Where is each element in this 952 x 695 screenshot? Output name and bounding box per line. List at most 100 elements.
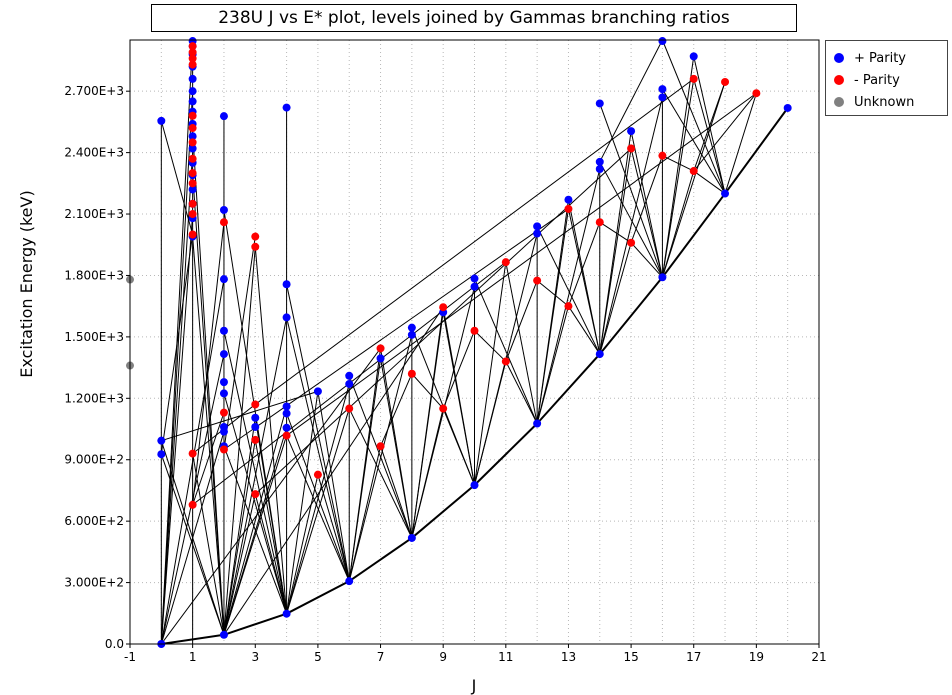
positive-parity-point bbox=[721, 189, 730, 198]
gamma-transition-line bbox=[661, 81, 726, 278]
gamma-transition-line bbox=[693, 56, 726, 194]
yrast-band-line bbox=[661, 192, 726, 278]
positive-parity-point bbox=[533, 229, 542, 238]
plot-frame bbox=[129, 39, 820, 645]
gamma-transition-line bbox=[254, 439, 288, 614]
negative-parity-point bbox=[627, 238, 636, 247]
legend-marker-unknown bbox=[834, 97, 844, 107]
negative-parity-point bbox=[470, 326, 479, 335]
y-tick-label: 2.100E+3 bbox=[64, 207, 124, 221]
x-tick-label: 13 bbox=[561, 650, 576, 664]
gamma-transition-line bbox=[348, 334, 413, 582]
negative-parity-point bbox=[345, 404, 354, 413]
y-tick-label: 1.500E+3 bbox=[64, 330, 124, 344]
positive-parity-point bbox=[188, 132, 197, 141]
gamma-transition-line bbox=[630, 148, 663, 278]
gamma-transition-line bbox=[254, 246, 288, 614]
y-tick-label: 1.800E+3 bbox=[64, 268, 124, 282]
positive-parity-point bbox=[564, 195, 573, 204]
transition-lines bbox=[160, 39, 789, 645]
gamma-transition-line bbox=[192, 453, 225, 635]
negative-parity-point bbox=[564, 204, 573, 213]
negative-parity-point bbox=[188, 199, 197, 208]
gamma-transition-line bbox=[536, 280, 569, 307]
gamma-transition-line bbox=[160, 353, 225, 645]
gamma-transition-line bbox=[661, 78, 695, 278]
negative-parity-point bbox=[251, 435, 260, 444]
negative-parity-point bbox=[501, 357, 510, 366]
yrast-band-line bbox=[473, 422, 538, 486]
gamma-transition-line bbox=[599, 39, 663, 163]
legend-label-unknown: Unknown bbox=[854, 94, 915, 110]
positive-parity-point bbox=[595, 99, 604, 108]
y-tick-label: 0.0 bbox=[105, 637, 124, 651]
gamma-transition-line bbox=[536, 208, 569, 424]
gamma-transition-line bbox=[630, 155, 663, 243]
negative-parity-point bbox=[188, 124, 197, 133]
negative-parity-point bbox=[188, 42, 197, 51]
yrast-band-line bbox=[598, 276, 664, 355]
positive-parity-point bbox=[345, 371, 354, 380]
gamma-transition-line bbox=[536, 168, 601, 424]
positive-parity-point bbox=[407, 323, 416, 332]
positive-parity-point bbox=[282, 609, 291, 618]
negative-parity-point bbox=[188, 54, 197, 63]
negative-parity-point bbox=[188, 500, 197, 509]
positive-parity-point bbox=[188, 87, 197, 96]
negative-parity-point bbox=[188, 179, 197, 188]
yrast-band-line bbox=[348, 537, 413, 582]
gamma-transition-line bbox=[411, 307, 444, 539]
negative-parity-point bbox=[627, 144, 636, 153]
positive-parity-point bbox=[282, 409, 291, 418]
positive-parity-point bbox=[219, 326, 228, 335]
gamma-transition-line bbox=[411, 373, 444, 409]
negative-parity-point bbox=[376, 442, 385, 451]
legend-item-positive: + Parity bbox=[834, 47, 947, 69]
x-axis-label: J bbox=[471, 676, 477, 695]
legend-item-negative: - Parity bbox=[834, 69, 947, 91]
yrast-band-line bbox=[536, 353, 601, 425]
gamma-transition-line bbox=[160, 152, 194, 645]
positive-parity-point bbox=[157, 116, 166, 125]
gamma-transition-line bbox=[160, 440, 225, 635]
gamma-transition-line bbox=[223, 209, 288, 614]
yrast-band-line bbox=[223, 612, 287, 636]
positive-parity-point bbox=[188, 144, 197, 153]
gamma-transition-line bbox=[348, 408, 413, 539]
x-tick-label: 11 bbox=[498, 650, 513, 664]
positive-parity-point bbox=[219, 275, 228, 284]
positive-parity-point bbox=[533, 222, 542, 231]
positive-parity-point bbox=[219, 378, 228, 387]
y-axis-label: Excitation Energy (keV) bbox=[17, 190, 36, 377]
negative-parity-point bbox=[188, 48, 197, 57]
negative-parity-point bbox=[188, 111, 197, 120]
gamma-transition-line bbox=[286, 408, 350, 614]
positive-parity-point bbox=[376, 354, 385, 363]
gamma-transition-line bbox=[630, 242, 663, 278]
gamma-transition-line bbox=[286, 317, 350, 582]
negative-parity-point bbox=[188, 230, 197, 239]
positive-parity-point bbox=[219, 389, 228, 398]
positive-parity-point bbox=[689, 52, 698, 61]
positive-parity-point bbox=[658, 273, 667, 282]
gamma-transition-line bbox=[223, 306, 444, 636]
y-tick-label: 2.700E+3 bbox=[64, 84, 124, 98]
gamma-transition-line bbox=[317, 391, 350, 582]
chart-title-text: 238U J vs E* plot, levels joined by Gamm… bbox=[218, 8, 730, 28]
positive-parity-point bbox=[658, 93, 667, 102]
negative-parity-point bbox=[251, 242, 260, 251]
gamma-transition-line bbox=[661, 88, 726, 194]
negative-parity-point bbox=[439, 404, 448, 413]
gamma-transition-line bbox=[286, 435, 350, 582]
gamma-transition-line bbox=[223, 208, 569, 450]
gamma-transition-line bbox=[286, 391, 319, 614]
gamma-transition-line bbox=[474, 278, 538, 424]
positive-parity-point bbox=[251, 413, 260, 422]
gamma-transition-line bbox=[724, 93, 757, 194]
positive-parity-point bbox=[282, 423, 291, 432]
gamma-transition-line bbox=[442, 408, 475, 486]
gamma-transition-line bbox=[317, 474, 350, 582]
positive-parity-point bbox=[595, 164, 604, 173]
gamma-transition-line bbox=[223, 236, 256, 450]
